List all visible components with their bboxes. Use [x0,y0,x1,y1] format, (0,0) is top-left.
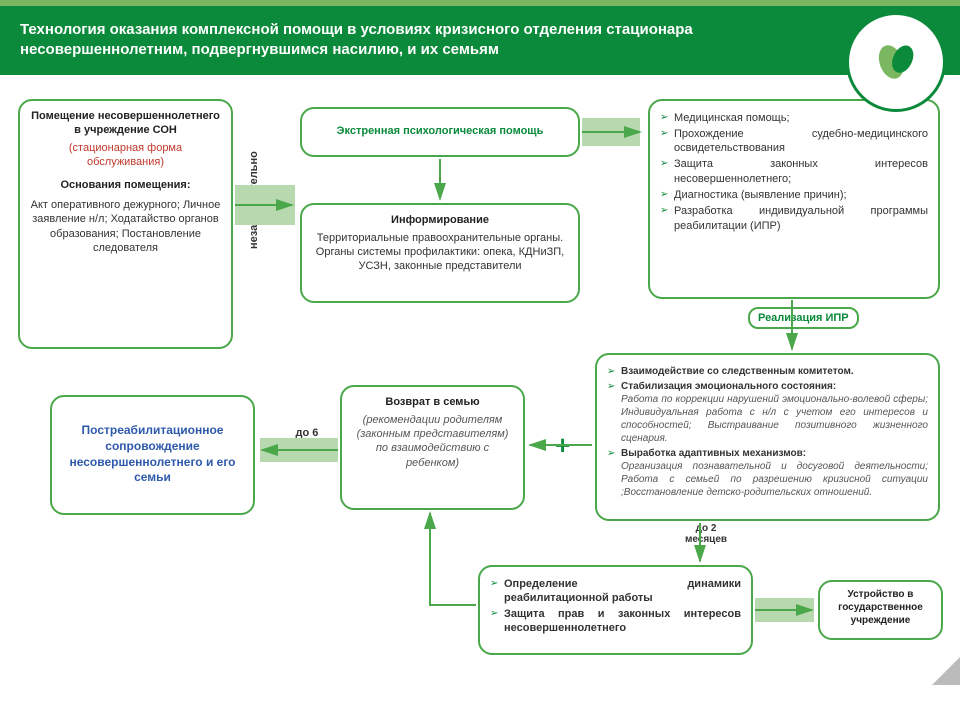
header-title: Технология оказания комплексной помощи в… [20,21,693,58]
flowchart-canvas: Помещение несовершеннолетнего в учрежден… [0,75,960,685]
leaf-icon [872,38,920,86]
ministry-logo [846,12,946,112]
arrows-layer [0,75,960,685]
page-corner [932,657,960,685]
header: Технология оказания комплексной помощи в… [0,0,960,75]
